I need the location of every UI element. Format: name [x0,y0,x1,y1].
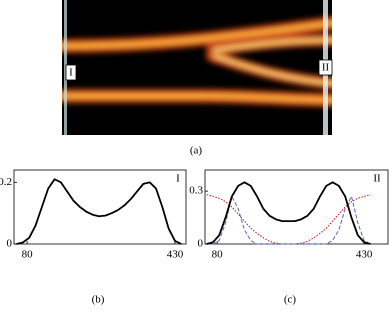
x-tick-label: 80 [22,249,34,261]
series-line [206,194,371,245]
axes-frame [13,169,187,245]
panel-label: I [176,173,180,185]
caption: (c) [284,294,297,306]
panel-label: II [373,173,381,185]
label-box [65,64,77,81]
x-tick-label: 430 [356,249,373,261]
y-tick-label: 0.3 [189,185,203,197]
bands [62,16,332,107]
section-label: II [322,62,330,74]
image-background [62,0,332,135]
series-line [206,195,371,245]
panel-a-image [62,0,332,135]
section-line [64,0,67,135]
x-tick-label: 80 [212,249,224,261]
x-tick-label: 430 [167,249,184,261]
caption: (a) [190,145,203,157]
series-line [206,181,371,245]
series-line [16,178,182,245]
section-label: I [69,67,73,79]
y-tick-label: 0 [7,238,13,250]
axes-frame [204,169,389,245]
caption: (b) [92,294,105,306]
label-box [318,59,333,76]
y-tick-label: 0.2 [0,176,12,188]
y-tick-label: 0 [198,238,204,250]
